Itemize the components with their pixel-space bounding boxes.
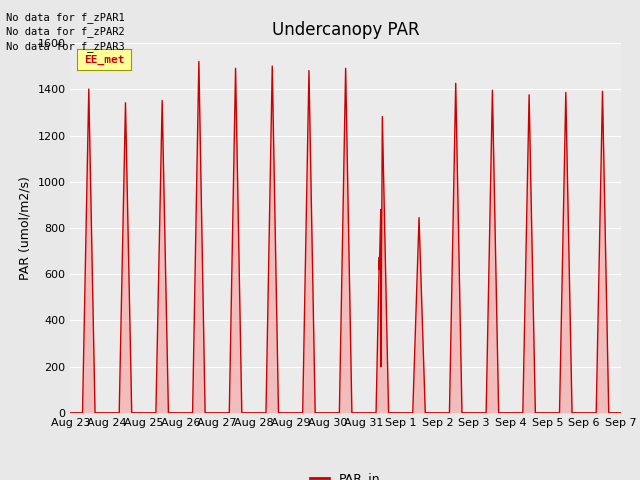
Text: EE_met: EE_met	[84, 54, 124, 65]
Y-axis label: PAR (umol/m2/s): PAR (umol/m2/s)	[19, 176, 32, 280]
Text: No data for f_zPAR3: No data for f_zPAR3	[6, 41, 125, 52]
Title: Undercanopy PAR: Undercanopy PAR	[272, 21, 419, 39]
Text: No data for f_zPAR1: No data for f_zPAR1	[6, 12, 125, 23]
Legend: PAR_in: PAR_in	[305, 467, 386, 480]
Text: No data for f_zPAR2: No data for f_zPAR2	[6, 26, 125, 37]
